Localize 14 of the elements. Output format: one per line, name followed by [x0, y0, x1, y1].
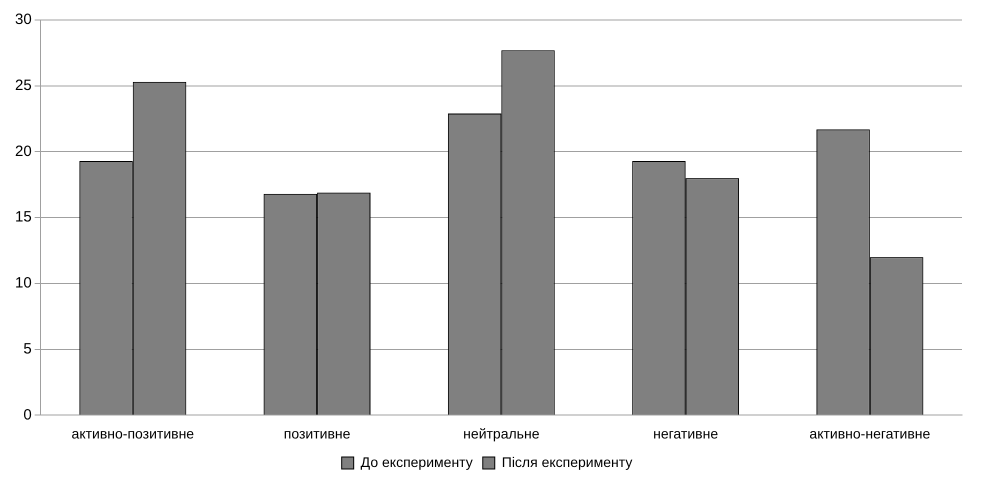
y-tick-label: 25 [14, 77, 32, 94]
legend-label: Після експерименту [502, 454, 632, 470]
x-tick-label: активно-негативне [809, 425, 931, 442]
x-tick-label: позитивне [284, 425, 351, 442]
x-tick-label: нейтральне [463, 425, 540, 442]
y-tick-label: 30 [14, 11, 32, 28]
y-tick-label: 20 [14, 142, 32, 160]
y-tick-label: 0 [23, 406, 32, 424]
x-tick-label: активно-позитивне [72, 425, 194, 442]
x-tick-label: негативне [653, 425, 718, 442]
y-tick-label: 10 [14, 274, 32, 292]
y-tick-label: 15 [14, 208, 32, 226]
legend-label: До експерименту [360, 454, 473, 470]
y-tick-label: 5 [23, 340, 32, 358]
